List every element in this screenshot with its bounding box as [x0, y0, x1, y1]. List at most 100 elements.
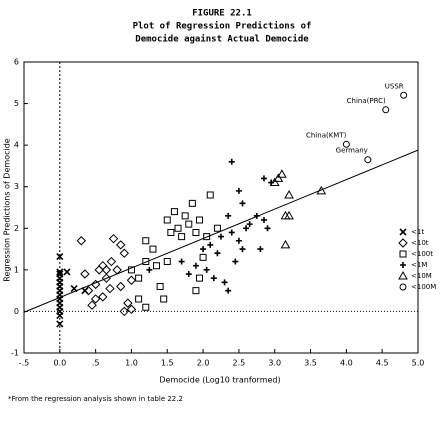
point [146, 266, 153, 273]
point [273, 173, 284, 182]
chart-title: Democide against Actual Democide [135, 34, 309, 45]
x-tick-label: -.5 [19, 359, 30, 368]
point [232, 258, 239, 265]
point [228, 229, 235, 236]
point [364, 156, 372, 164]
y-tick-label: 6 [14, 58, 19, 67]
y-axis-title: Regression Predictions of Democide [3, 138, 12, 281]
point [246, 221, 253, 228]
y-tick-label: 0 [14, 307, 19, 316]
point [56, 320, 64, 328]
point [156, 282, 164, 290]
point [98, 260, 108, 271]
point [123, 298, 133, 308]
point [142, 237, 150, 245]
point-label: China(KMT) [306, 131, 347, 139]
legend-label: <10M [411, 272, 432, 280]
x-tick-label: 2.5 [233, 359, 246, 368]
y-tick-label: 2 [14, 224, 19, 233]
point [210, 275, 217, 282]
legend-label: <100M [411, 283, 436, 291]
point [90, 279, 101, 290]
point [218, 233, 224, 240]
point [316, 185, 327, 195]
point [56, 312, 64, 320]
point [342, 140, 350, 148]
point [192, 262, 199, 269]
x-axis-title: Democide (Log10 tranformed) [159, 376, 280, 385]
legend-marker [400, 262, 406, 268]
point [235, 187, 242, 194]
point [400, 91, 408, 99]
point [192, 228, 200, 236]
plot-frame [23, 61, 419, 354]
point [196, 216, 204, 224]
point-label: Germany [336, 147, 368, 155]
point [284, 210, 294, 220]
point [90, 294, 101, 304]
point-label: USSR [385, 82, 404, 90]
point [277, 169, 287, 178]
point [174, 224, 182, 232]
point [106, 256, 117, 267]
point [269, 177, 280, 187]
point [87, 300, 97, 310]
y-tick-label: 5 [14, 99, 19, 108]
point [108, 233, 119, 244]
point [264, 225, 271, 232]
y-tick-label: -1 [11, 349, 19, 358]
point [284, 190, 294, 199]
legend-marker [398, 238, 408, 248]
point [142, 303, 150, 311]
point [280, 239, 291, 249]
point [163, 216, 171, 224]
point [76, 236, 87, 246]
x-tick-label: 4.0 [340, 359, 353, 368]
legend-label: <100t [411, 250, 433, 258]
point [181, 212, 189, 220]
point [260, 175, 267, 182]
x-tick-label: 3.5 [304, 359, 317, 368]
fit-line [23, 149, 419, 313]
point [239, 246, 246, 253]
x-tick-label: 1.5 [161, 359, 174, 368]
point [221, 279, 228, 286]
point [170, 208, 178, 216]
point [239, 200, 246, 207]
point [80, 269, 90, 279]
x-tick-label: .5 [92, 359, 100, 368]
point [196, 274, 204, 282]
point [63, 268, 71, 276]
point [200, 246, 207, 253]
point [253, 212, 260, 219]
legend-marker [398, 270, 408, 280]
point [101, 265, 112, 275]
point [225, 212, 232, 219]
point [153, 262, 161, 270]
point [119, 248, 129, 258]
x-tick-label: 3.0 [268, 359, 281, 368]
point [243, 225, 250, 232]
legend-label: <10t [411, 239, 429, 247]
legend-marker [399, 283, 407, 291]
legend-marker [399, 228, 407, 236]
chart-title: FIGURE 22.1 [192, 9, 252, 19]
legend-marker [399, 250, 407, 258]
point [213, 224, 221, 232]
point [105, 283, 115, 294]
point [214, 250, 221, 257]
point [185, 220, 193, 228]
point [127, 266, 135, 274]
point [203, 266, 210, 273]
point [142, 258, 150, 266]
point [206, 191, 214, 199]
y-tick-label: 4 [14, 141, 19, 150]
point [178, 258, 185, 265]
point [192, 287, 200, 295]
point [257, 246, 264, 253]
point [70, 284, 78, 293]
point [135, 274, 143, 282]
point [178, 233, 186, 241]
point [228, 158, 235, 165]
